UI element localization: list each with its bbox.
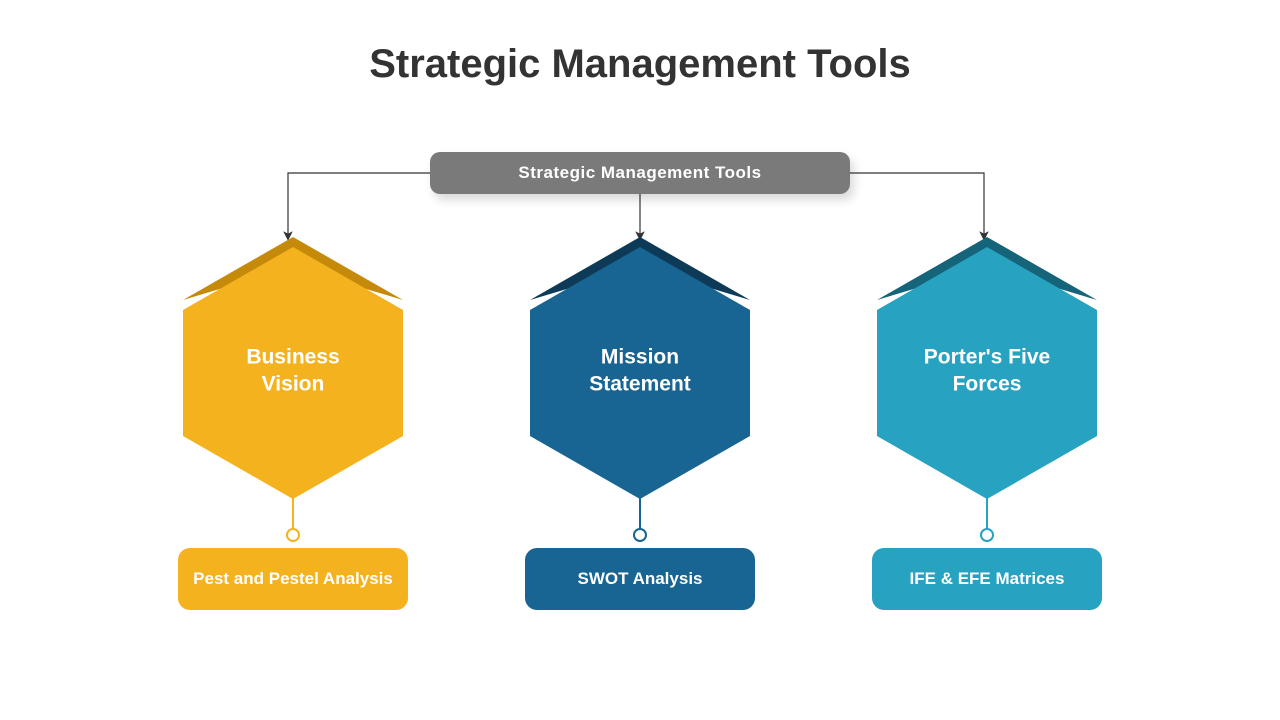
sub-box-swot: SWOT Analysis xyxy=(525,548,755,610)
hexagon-label: Porter's Five Forces xyxy=(907,343,1067,398)
page-title: Strategic Management Tools xyxy=(0,0,1280,87)
ring-icon xyxy=(286,528,300,542)
column-business-vision: Business Vision Pest and Pestel Analysis xyxy=(168,245,418,505)
ring-icon xyxy=(980,528,994,542)
sub-box-ife-efe: IFE & EFE Matrices xyxy=(872,548,1102,610)
hexagon-label: Business Vision xyxy=(213,343,373,398)
connector-line xyxy=(292,495,294,531)
hexagon-label: Mission Statement xyxy=(560,343,720,398)
root-node: Strategic Management Tools xyxy=(430,152,850,194)
column-porters-five-forces: Porter's Five Forces IFE & EFE Matrices xyxy=(862,245,1112,505)
column-mission-statement: Mission Statement SWOT Analysis xyxy=(515,245,765,505)
sub-box-pest: Pest and Pestel Analysis xyxy=(178,548,408,610)
ring-icon xyxy=(633,528,647,542)
connector-line xyxy=(639,495,641,531)
connector-line xyxy=(986,495,988,531)
hexagon-porters-five-forces: Porter's Five Forces xyxy=(877,245,1097,505)
hexagon-business-vision: Business Vision xyxy=(183,245,403,505)
hexagon-mission-statement: Mission Statement xyxy=(530,245,750,505)
